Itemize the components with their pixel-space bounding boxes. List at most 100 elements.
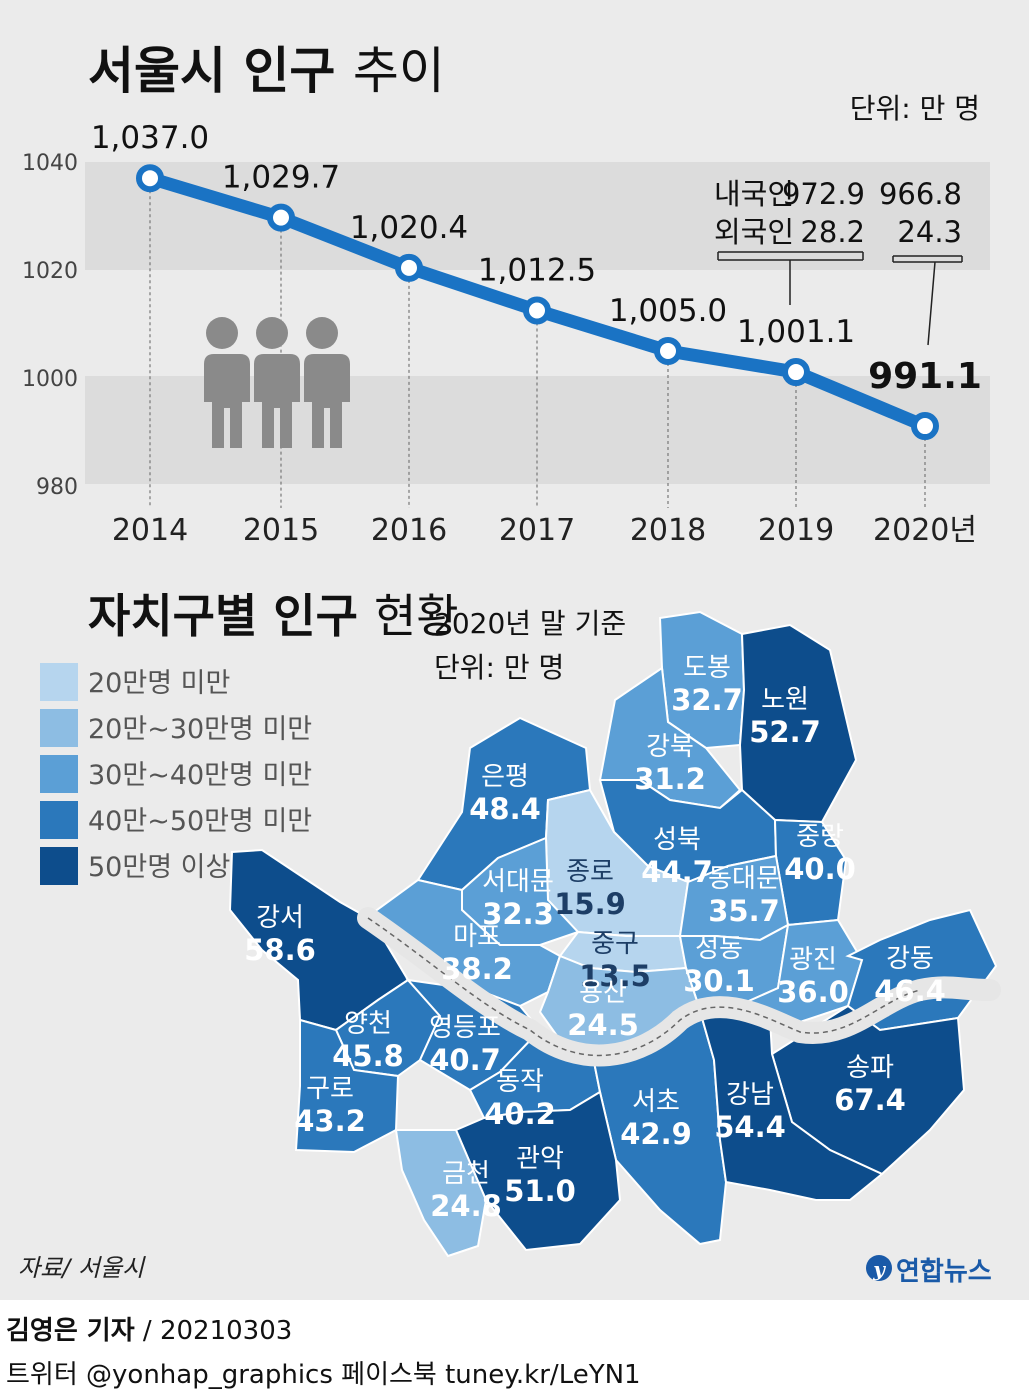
line-chart-unit: 단위: 만 명 bbox=[850, 92, 980, 125]
data-point bbox=[136, 164, 164, 193]
district-value: 30.1 bbox=[683, 964, 755, 998]
district-name: 금천 bbox=[442, 1159, 490, 1189]
data-point bbox=[523, 296, 551, 325]
district-value: 46.4 bbox=[874, 974, 946, 1008]
district-value: 44.7 bbox=[641, 855, 713, 889]
district-value: 40.0 bbox=[784, 852, 856, 886]
legend-label: 20만명 미만 bbox=[88, 668, 230, 699]
value-label: 1,020.4 bbox=[350, 210, 468, 246]
population-infographic: 서울시 인구 추이 단위: 만 명 1040 1020 1000 980 1,037.… bbox=[18, 42, 1001, 1287]
district-value: 45.8 bbox=[332, 1039, 404, 1073]
district-name: 성동 bbox=[695, 934, 743, 964]
legend-label: 40만~50만명 미만 bbox=[88, 806, 312, 837]
district-value: 36.0 bbox=[777, 975, 849, 1009]
x-tick-label: 2020년 bbox=[873, 513, 977, 548]
y-tick-label: 1020 bbox=[22, 259, 78, 284]
district-name: 마포 bbox=[453, 922, 501, 952]
legend-swatch bbox=[40, 801, 78, 839]
district-gwanak bbox=[454, 1090, 622, 1252]
district-name: 양천 bbox=[344, 1009, 392, 1039]
district-value: 35.7 bbox=[708, 894, 780, 928]
breakdown-annotation: 내국인 외국인 972.9 28.2 966.8 24.3 bbox=[714, 177, 963, 346]
x-tick-label: 2014 bbox=[112, 513, 188, 548]
map-note: 2020년 말 기준 bbox=[434, 607, 626, 640]
district-value: 38.2 bbox=[441, 952, 513, 986]
river-dashed-border bbox=[367, 917, 921, 1057]
data-point bbox=[782, 358, 810, 387]
legend-label: 30만~40만명 미만 bbox=[88, 760, 312, 791]
district-value: 58.6 bbox=[244, 933, 316, 967]
district-value: 24.8 bbox=[430, 1189, 502, 1223]
breakdown-2019-domestic: 972.9 bbox=[782, 177, 865, 211]
district-name: 관악 bbox=[516, 1144, 564, 1174]
value-label: 1,029.7 bbox=[222, 160, 340, 196]
bracket-2020 bbox=[892, 255, 963, 346]
byline-date: / 20210303 bbox=[142, 1316, 293, 1346]
district-name: 중구 bbox=[591, 929, 639, 959]
source-label: 자료/ 서울시 bbox=[18, 1254, 146, 1282]
district-name: 은평 bbox=[481, 762, 529, 792]
legend-swatch bbox=[40, 663, 78, 701]
reporter-name: 김영은 기자 bbox=[6, 1316, 135, 1346]
district-name: 강동 bbox=[886, 944, 934, 974]
district-name: 서초 bbox=[632, 1087, 680, 1117]
district-value: 40.7 bbox=[429, 1043, 501, 1077]
district-value: 40.2 bbox=[484, 1097, 556, 1131]
breakdown-2020-foreign: 24.3 bbox=[897, 215, 962, 249]
district-name: 구로 bbox=[306, 1074, 354, 1104]
data-point bbox=[395, 253, 423, 282]
breakdown-label-foreign: 외국인 bbox=[714, 215, 794, 249]
breakdown-2020-domestic: 966.8 bbox=[879, 177, 962, 211]
legend-label: 50만명 이상 bbox=[88, 852, 230, 883]
line-chart-title: 서울시 인구 추이 bbox=[88, 42, 445, 100]
district-value: 67.4 bbox=[834, 1083, 906, 1117]
district-value: 31.2 bbox=[634, 762, 706, 796]
x-tick-label: 2019 bbox=[758, 513, 834, 548]
district-value: 32.7 bbox=[671, 683, 743, 717]
seoul-district-map bbox=[228, 610, 998, 1258]
district-name: 용산 bbox=[579, 978, 627, 1008]
district-value: 15.9 bbox=[554, 887, 626, 921]
district-name: 성북 bbox=[653, 825, 701, 855]
district-name: 종로 bbox=[566, 857, 614, 887]
bracket-2019 bbox=[717, 251, 864, 305]
people-icon bbox=[204, 317, 350, 448]
x-tick-label: 2015 bbox=[243, 513, 319, 548]
byline: 김영은 기자 / 20210303 bbox=[6, 1310, 292, 1347]
logo-mark-icon bbox=[866, 1255, 892, 1281]
district-value: 32.3 bbox=[482, 897, 554, 931]
district-name: 영등포 bbox=[429, 1013, 501, 1043]
x-tick-label: 2016 bbox=[371, 513, 447, 548]
social-links: 트위터 @yonhap_graphics 페이스북 tuney.kr/LeYN1 bbox=[6, 1360, 641, 1390]
district-name: 동대문 bbox=[708, 864, 780, 894]
y-tick-label: 1000 bbox=[22, 367, 78, 392]
district-geumcheon bbox=[394, 1129, 488, 1258]
district-name: 강서 bbox=[256, 903, 304, 933]
breakdown-label-domestic: 내국인 bbox=[714, 177, 794, 211]
y-tick-label: 1040 bbox=[22, 151, 78, 176]
x-tick-label: 2018 bbox=[630, 513, 706, 548]
district-value: 42.9 bbox=[620, 1117, 692, 1151]
svg-text:y: y bbox=[872, 1257, 886, 1281]
district-value: 48.4 bbox=[469, 792, 541, 826]
district-name: 광진 bbox=[789, 945, 837, 975]
district-name: 강남 bbox=[726, 1080, 774, 1110]
district-name: 서대문 bbox=[482, 867, 554, 897]
value-label: 1,005.0 bbox=[609, 293, 727, 329]
map-title: 자치구별 인구 현황 bbox=[88, 589, 459, 643]
district-value: 13.5 bbox=[579, 959, 651, 993]
value-label: 991.1 bbox=[868, 356, 982, 397]
breakdown-2019-foreign: 28.2 bbox=[800, 215, 865, 249]
district-value: 43.2 bbox=[294, 1104, 366, 1138]
legend-swatch bbox=[40, 847, 78, 885]
district-value: 24.5 bbox=[567, 1008, 639, 1042]
district-value: 51.0 bbox=[504, 1174, 576, 1208]
legend-swatch bbox=[40, 755, 78, 793]
district-name: 도봉 bbox=[683, 653, 731, 683]
han-river bbox=[357, 907, 1001, 1067]
district-name: 노원 bbox=[761, 685, 809, 715]
data-point bbox=[267, 203, 295, 232]
value-label: 1,037.0 bbox=[91, 120, 209, 156]
district-name: 강북 bbox=[646, 732, 694, 762]
legend-label: 20만~30만명 미만 bbox=[88, 714, 312, 745]
